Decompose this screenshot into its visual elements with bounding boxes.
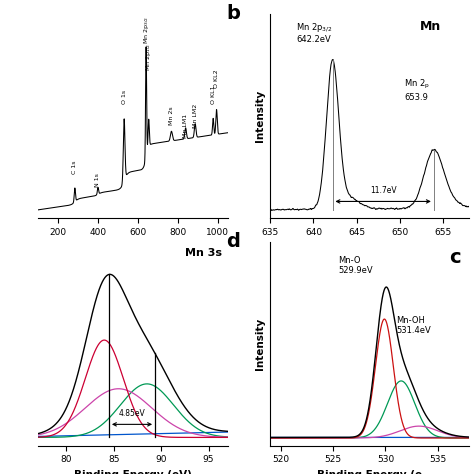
Text: 11.7eV: 11.7eV bbox=[370, 186, 396, 195]
X-axis label: Binding Energy (e: Binding Energy (e bbox=[317, 242, 422, 252]
Text: N 1s: N 1s bbox=[95, 173, 100, 187]
Text: Mn LM2: Mn LM2 bbox=[193, 104, 198, 128]
Text: Mn 2$_{\mathsf{p}}$
653.9: Mn 2$_{\mathsf{p}}$ 653.9 bbox=[404, 78, 430, 102]
Y-axis label: Intensity: Intensity bbox=[255, 90, 264, 142]
Y-axis label: Intensity: Intensity bbox=[255, 318, 264, 370]
Text: O KL2: O KL2 bbox=[214, 69, 219, 88]
Text: Mn: Mn bbox=[419, 20, 441, 33]
Text: d: d bbox=[227, 232, 240, 251]
X-axis label: Binding Energy (eV): Binding Energy (eV) bbox=[74, 470, 191, 474]
Text: C 1s: C 1s bbox=[73, 161, 77, 174]
Text: Mn-OH
531.4eV: Mn-OH 531.4eV bbox=[396, 316, 431, 335]
Text: Mn 2s: Mn 2s bbox=[169, 107, 174, 125]
Text: 4.85eV: 4.85eV bbox=[118, 409, 146, 418]
Text: Mn-O
529.9eV: Mn-O 529.9eV bbox=[338, 255, 373, 275]
Text: Mn 2p$_{3/2}$: Mn 2p$_{3/2}$ bbox=[143, 16, 151, 44]
X-axis label: Binding Energy (eV): Binding Energy (eV) bbox=[74, 242, 191, 252]
X-axis label: Binding Energy (e: Binding Energy (e bbox=[317, 470, 422, 474]
Text: c: c bbox=[449, 248, 461, 267]
Text: Mn LM1: Mn LM1 bbox=[183, 114, 188, 138]
Text: O KL1: O KL1 bbox=[210, 85, 216, 104]
Text: Mn 3s: Mn 3s bbox=[185, 248, 222, 258]
Text: Mn 2p$_{3/2}$
642.2eV: Mn 2p$_{3/2}$ 642.2eV bbox=[296, 21, 333, 45]
Text: O 1s: O 1s bbox=[122, 90, 127, 104]
Text: b: b bbox=[227, 4, 240, 23]
Text: Mn 2p$_{1/2}$: Mn 2p$_{1/2}$ bbox=[145, 44, 154, 71]
